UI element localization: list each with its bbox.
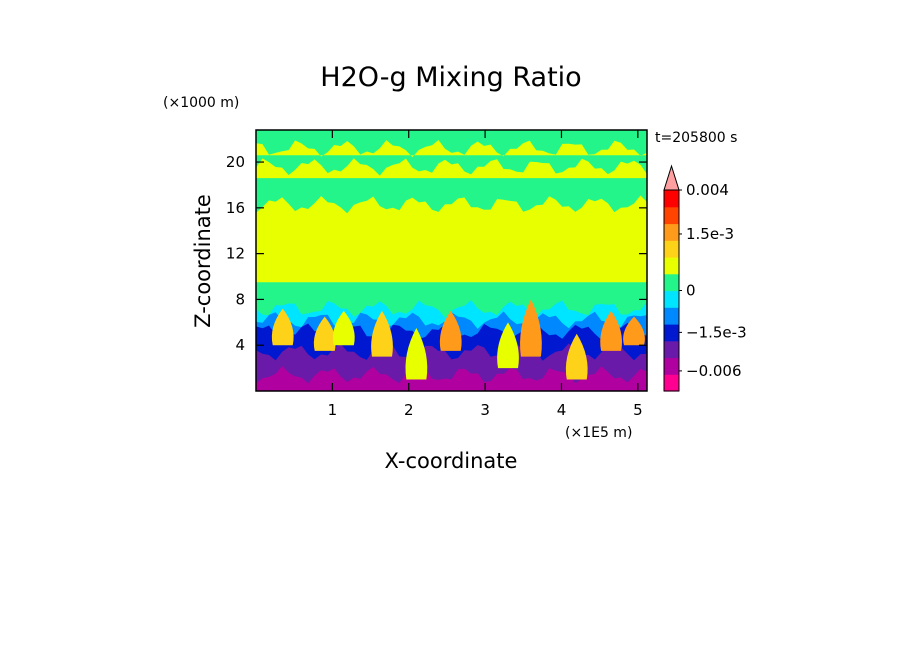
colorbar-segment <box>664 190 679 208</box>
plume-5 <box>439 310 462 351</box>
y-axis-label: Z-coordinate <box>191 194 215 328</box>
colorbar-label: 1.5e-3 <box>686 225 734 243</box>
x-tick-label: 5 <box>633 401 643 419</box>
colorbar-segment <box>664 307 679 325</box>
colorbar-label: −1.5e-3 <box>686 323 747 341</box>
colorbar-segment <box>664 374 679 392</box>
y-tick-label: 4 <box>235 336 245 354</box>
colorbar-segment <box>664 290 679 308</box>
y-tick-label: 16 <box>226 199 245 217</box>
x-axis-label: X-coordinate <box>385 449 518 473</box>
x-tick-label: 3 <box>480 401 490 419</box>
colorbar-segment <box>664 240 679 258</box>
plume-8 <box>565 333 588 380</box>
colorbar-segment <box>664 273 679 292</box>
plume-1 <box>313 316 336 351</box>
plume-0 <box>271 308 294 346</box>
plot-frame <box>255 129 648 392</box>
x-tick-label: 1 <box>328 401 338 419</box>
plume-9 <box>600 310 622 351</box>
colorbar-label: −0.006 <box>686 362 742 380</box>
time-label: t=205800 s <box>655 130 737 146</box>
y-scale-label: (×1000 m) <box>163 95 239 111</box>
colorbar-segment <box>664 223 679 241</box>
plume-6 <box>497 322 519 369</box>
y-tick-label: 8 <box>235 290 245 308</box>
colorbar-segment <box>664 324 679 342</box>
contour-layer-8 <box>256 366 647 391</box>
plume-7 <box>520 299 542 357</box>
colorbar-label: 0 <box>686 282 696 300</box>
y-tick-label: 20 <box>226 153 245 171</box>
y-axis-ticks: 4 8 12 16 20 <box>226 153 647 354</box>
x-tick-label: 2 <box>404 401 414 419</box>
contour-field <box>256 130 647 391</box>
x-axis-ticks: 1 2 3 4 5 <box>328 130 643 419</box>
plume-2 <box>332 310 355 346</box>
plume-10 <box>623 316 645 346</box>
y-tick-label: 12 <box>226 245 245 263</box>
colorbar: 0.004 1.5e-3 0 −1.5e-3 −0.006 <box>663 164 747 392</box>
colorbar-segment <box>664 357 679 375</box>
colorbar-arrow <box>663 164 680 191</box>
plume-3 <box>371 310 393 357</box>
chart-title: H2O-g Mixing Ratio <box>320 62 581 93</box>
colorbar-segment <box>664 206 679 225</box>
plume-4 <box>405 328 428 380</box>
colorbar-segment <box>664 340 679 359</box>
x-tick-label: 4 <box>557 401 567 419</box>
contour-layer-2 <box>256 158 647 179</box>
contour-layer-3 <box>256 140 647 158</box>
colorbar-segment <box>664 257 679 275</box>
colorbar-label: 0.004 <box>686 181 729 199</box>
x-scale-label: (×1E5 m) <box>565 425 632 441</box>
contour-layer-1 <box>256 195 647 283</box>
